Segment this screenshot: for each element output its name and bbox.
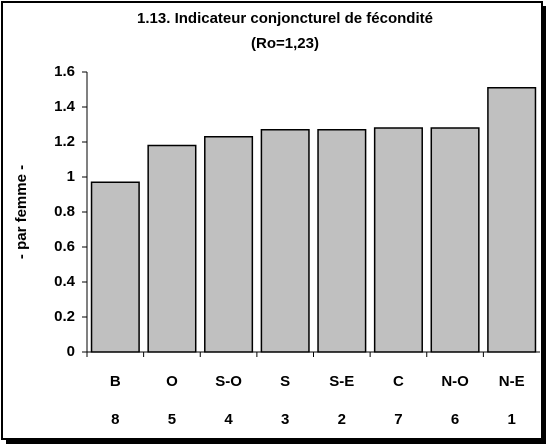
x-tick-label: B bbox=[110, 373, 121, 390]
chart-title: 1.13. Indicateur conjoncturel de fécondi… bbox=[137, 10, 433, 27]
x-rank-label: 4 bbox=[224, 411, 233, 428]
x-rank-label: 8 bbox=[111, 411, 119, 428]
x-rank-label: 6 bbox=[451, 411, 459, 428]
x-rank-label: 2 bbox=[338, 411, 346, 428]
bar bbox=[373, 127, 423, 353]
bar bbox=[204, 136, 254, 353]
x-rank-label: 7 bbox=[394, 411, 402, 428]
x-tick-label: C bbox=[393, 373, 404, 390]
x-tick-label: N-E bbox=[499, 373, 525, 390]
y-tick-label: 0.4 bbox=[54, 273, 76, 290]
y-tick-label: 1.2 bbox=[54, 133, 75, 150]
bar bbox=[430, 127, 480, 353]
bar bbox=[487, 87, 537, 353]
y-tick-label: 0.2 bbox=[54, 308, 75, 325]
x-tick-label: S bbox=[280, 373, 290, 390]
x-rank-label: 5 bbox=[168, 411, 176, 428]
y-tick-label: 0.8 bbox=[54, 203, 75, 220]
x-tick-label: O bbox=[166, 373, 178, 390]
y-axis-label: - par femme - bbox=[13, 165, 30, 259]
x-tick-label: S-O bbox=[215, 373, 242, 390]
x-tick-label: S-E bbox=[329, 373, 354, 390]
y-tick-label: 0 bbox=[67, 343, 75, 360]
x-rank-label: 3 bbox=[281, 411, 289, 428]
y-tick-label: 0.6 bbox=[54, 238, 75, 255]
y-tick-label: 1.4 bbox=[54, 98, 76, 115]
bar bbox=[260, 129, 310, 353]
bar bbox=[147, 144, 197, 353]
y-tick-label: 1 bbox=[67, 168, 75, 185]
bar bbox=[317, 129, 367, 353]
y-tick-label: 1.6 bbox=[54, 63, 75, 80]
x-rank-label: 1 bbox=[508, 411, 516, 428]
chart-subtitle: (Ro=1,23) bbox=[251, 35, 319, 52]
x-tick-label: N-O bbox=[441, 373, 469, 390]
bar bbox=[90, 181, 140, 353]
